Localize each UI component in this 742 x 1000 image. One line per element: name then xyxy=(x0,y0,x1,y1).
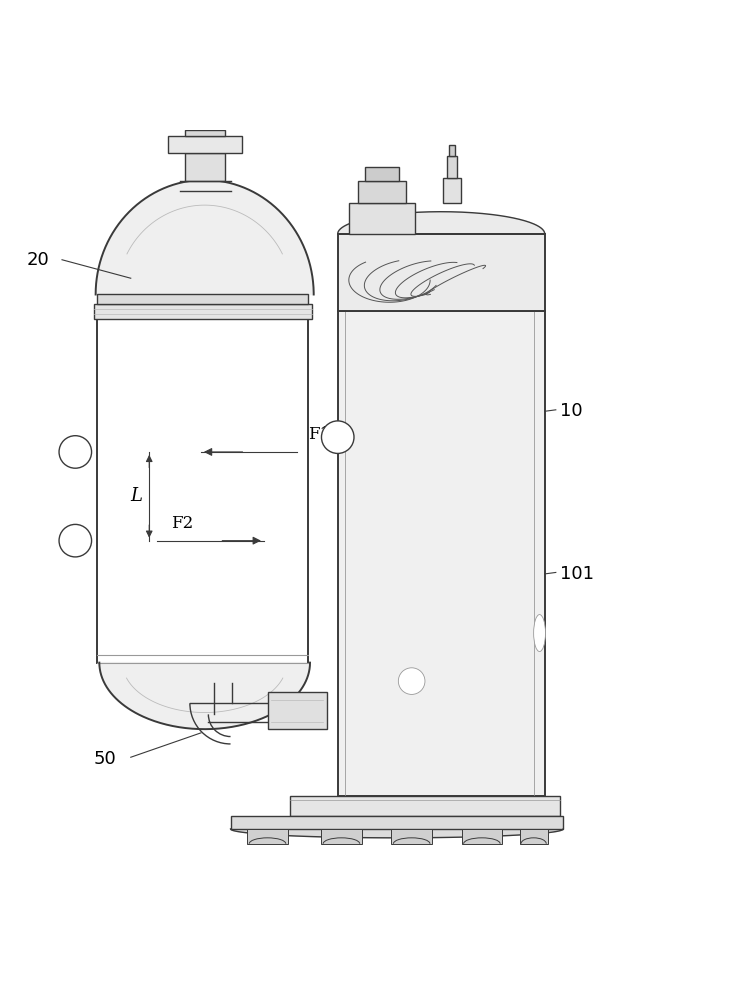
Polygon shape xyxy=(338,212,545,234)
Bar xyxy=(168,136,242,153)
Circle shape xyxy=(398,668,425,694)
Bar xyxy=(358,181,407,203)
Bar xyxy=(365,167,399,181)
Bar xyxy=(338,311,545,796)
Polygon shape xyxy=(231,829,563,838)
Text: 10: 10 xyxy=(559,402,582,420)
Bar xyxy=(321,829,362,844)
Bar xyxy=(289,796,559,816)
Bar xyxy=(185,130,225,136)
Text: L: L xyxy=(130,487,142,505)
Bar xyxy=(391,829,432,844)
Bar xyxy=(231,816,563,829)
Polygon shape xyxy=(97,663,310,729)
Text: 101: 101 xyxy=(559,565,594,583)
Ellipse shape xyxy=(533,615,545,652)
Bar xyxy=(93,304,312,319)
Bar xyxy=(462,829,502,844)
Circle shape xyxy=(321,421,354,453)
Bar xyxy=(450,145,456,156)
Bar xyxy=(447,156,458,178)
Bar xyxy=(338,234,545,311)
Bar xyxy=(268,692,326,729)
Text: F1: F1 xyxy=(308,426,330,443)
Bar xyxy=(349,203,416,234)
Text: 50: 50 xyxy=(93,750,116,768)
Bar xyxy=(186,153,225,181)
Text: F2: F2 xyxy=(171,515,194,532)
Circle shape xyxy=(59,524,91,557)
Text: 20: 20 xyxy=(27,251,50,269)
Bar xyxy=(444,178,462,203)
Bar xyxy=(247,829,288,844)
Bar xyxy=(97,294,308,304)
Circle shape xyxy=(59,436,91,468)
Polygon shape xyxy=(96,180,314,294)
Bar xyxy=(519,829,548,844)
